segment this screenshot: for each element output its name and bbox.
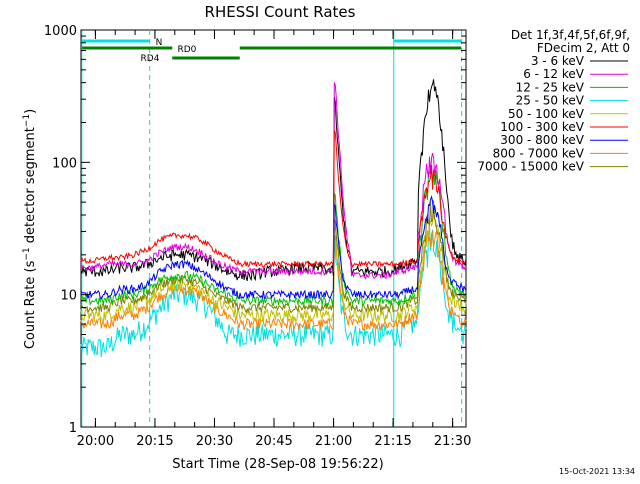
x-tick-label: 21:15 (374, 434, 411, 449)
x-tick-label: 20:45 (255, 434, 292, 449)
y-tick-label: 1 (69, 421, 77, 436)
y-tick-label: 10 (60, 289, 77, 304)
legend-header-line-1: Det 1f,3f,4f,5f,6f,9f, (511, 28, 630, 42)
x-tick-label: 20:30 (196, 434, 233, 449)
x-axis: 20:00 20:15 20:30 20:45 21:00 21:15 21:30 (77, 30, 471, 449)
legend-label: 100 - 300 keV (500, 120, 584, 134)
plot-frame (80, 29, 467, 428)
series-line-6 (80, 194, 467, 301)
x-tick-label: 21:30 (434, 434, 471, 449)
legend-label: 25 - 50 keV (516, 94, 585, 108)
legend-label: 300 - 800 keV (500, 133, 584, 147)
rd4-bar-label: RD4 (141, 54, 160, 64)
y-axis-label-part-1: Count Rate (s (23, 260, 38, 349)
series-line-2 (80, 168, 467, 307)
y-axis-label: Count Rate (s−1 detector segment−1) (22, 109, 38, 349)
n-bar-label: N (156, 38, 163, 48)
y-axis: 1 10 100 1000 (44, 24, 466, 436)
x-tick-label: 20:00 (77, 434, 114, 449)
vertical-markers (81, 30, 463, 427)
y-axis-label-part-2: detector segment (23, 127, 38, 247)
y-axis-label-part-3: ) (23, 109, 38, 114)
series-line-8 (80, 200, 467, 314)
legend-label: 50 - 100 keV (508, 107, 585, 121)
legend-label: 12 - 25 keV (516, 80, 585, 94)
y-tick-label: 100 (52, 156, 77, 171)
series-line-3 (80, 227, 467, 358)
legend-label: 7000 - 15000 keV (477, 160, 584, 174)
chart-title: RHESSI Count Rates (205, 3, 356, 21)
y-tick-label: 1000 (44, 24, 77, 39)
series-line-5 (80, 130, 467, 269)
rd0-bar-label: RD0 (177, 45, 196, 55)
legend-label: 800 - 7000 keV (493, 146, 585, 160)
x-tick-label: 21:00 (315, 434, 352, 449)
legend-header-line-2: FDecim 2, Att 0 (537, 41, 630, 55)
legend-label: 3 - 6 keV (531, 54, 585, 68)
legend-label: 6 - 12 keV (523, 67, 585, 81)
plot-area: N RD0 RD4 (80, 29, 467, 428)
series-line-4 (80, 213, 467, 324)
x-tick-label: 20:15 (136, 434, 173, 449)
y-axis-label-superscript-2: −1 (22, 114, 32, 127)
status-bars: N RD0 RD4 (82, 38, 462, 64)
x-axis-label: Start Time (28-Sep-08 19:56:22) (172, 457, 383, 472)
series-layer (80, 79, 467, 358)
y-axis-label-superscript-1: −1 (22, 247, 32, 260)
timestamp: 15-Oct-2021 13:34 (559, 467, 635, 476)
legend: Det 1f,3f,4f,5f,6f,9f, FDecim 2, Att 0 3… (477, 28, 630, 174)
series-line-7 (80, 230, 467, 332)
series-line-1 (80, 82, 467, 280)
